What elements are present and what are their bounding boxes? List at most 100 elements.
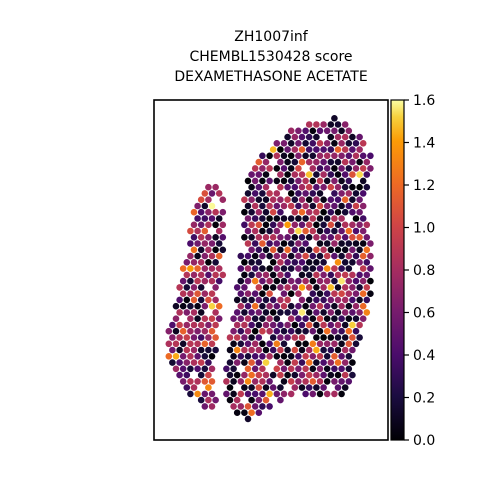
spot-marker [208, 202, 216, 210]
spot-marker [201, 215, 209, 222]
spot-marker [323, 365, 331, 373]
spot-marker [331, 277, 338, 285]
spot-marker [241, 284, 248, 291]
spot-marker [259, 252, 266, 260]
spot-marker [197, 296, 205, 304]
spot-marker [298, 371, 306, 379]
spot-marker [205, 208, 212, 216]
spot-marker [172, 315, 180, 323]
spot-marker [194, 202, 201, 210]
spot-marker [316, 215, 324, 222]
spot-marker [273, 190, 281, 197]
spot-marker [356, 334, 363, 341]
spot-marker [190, 234, 198, 241]
spot-marker [338, 340, 345, 348]
spot-marker [241, 296, 248, 304]
spot-marker [320, 334, 327, 341]
spot-marker [176, 346, 183, 354]
spot-marker [338, 365, 345, 373]
spot-marker [241, 321, 248, 329]
spot-marker [341, 359, 349, 366]
spot-marker [248, 234, 255, 241]
spot-marker [352, 327, 360, 335]
spot-marker [291, 146, 299, 153]
spot-marker [352, 302, 360, 310]
spot-marker [244, 202, 252, 210]
spot-marker [345, 252, 353, 260]
spot-marker [331, 115, 338, 122]
spot-marker [341, 171, 349, 178]
spot-marker [334, 259, 342, 266]
spot-marker [259, 227, 266, 235]
spot-marker [295, 365, 302, 373]
spot-marker [323, 327, 331, 335]
spot-marker [291, 384, 299, 391]
spot-marker [248, 296, 255, 304]
spot-marker [194, 390, 201, 398]
spot-marker [266, 190, 273, 197]
spot-marker [269, 221, 277, 229]
spot-marker [367, 252, 374, 260]
spot-marker [226, 334, 234, 341]
spot-marker [287, 177, 295, 185]
spot-marker [190, 208, 198, 216]
spot-marker [190, 384, 198, 391]
spot-marker [233, 284, 241, 291]
spot-marker [327, 246, 335, 254]
spot-marker [194, 378, 201, 385]
spot-marker [251, 315, 259, 323]
spot-marker [345, 152, 353, 160]
colorbar-tick-label: 0.4 [413, 348, 435, 364]
spot-marker [165, 327, 173, 335]
spot-marker [305, 259, 313, 266]
spot-marker [176, 334, 183, 341]
spot-marker [298, 208, 306, 216]
spot-marker [298, 183, 306, 191]
spot-marker [244, 265, 252, 272]
spot-marker [255, 321, 263, 329]
spot-marker [363, 284, 371, 291]
spot-marker [248, 183, 255, 191]
spot-marker [345, 177, 353, 185]
spot-marker [367, 265, 374, 272]
spot-marker [295, 252, 302, 260]
spot-marker [205, 334, 212, 341]
spot-marker [302, 315, 309, 323]
spot-marker [356, 158, 363, 166]
spot-marker [313, 158, 320, 166]
spot-marker [320, 271, 327, 279]
spot-marker [331, 127, 338, 135]
spot-marker [172, 340, 180, 348]
spot-marker [266, 378, 273, 385]
spot-marker [323, 290, 331, 298]
spot-marker [280, 252, 288, 260]
spot-marker [341, 259, 349, 266]
spot-marker [287, 327, 295, 335]
spot-marker [305, 359, 313, 366]
spot-marker [269, 309, 277, 316]
spot-marker [179, 353, 187, 360]
spot-marker [323, 165, 331, 172]
spot-marker [305, 296, 313, 304]
spot-marker [262, 208, 270, 216]
spot-marker [280, 240, 288, 247]
spot-marker [327, 359, 335, 366]
spot-marker [273, 353, 281, 360]
spot-marker [363, 309, 371, 316]
spot-marker [208, 315, 216, 323]
spot-marker [241, 346, 248, 354]
spot-marker [248, 196, 255, 203]
spot-marker [269, 196, 277, 203]
spot-marker [341, 371, 349, 379]
spot-marker [291, 371, 299, 379]
spot-marker [277, 371, 284, 379]
spot-marker [298, 359, 306, 366]
spot-marker [349, 158, 356, 166]
spot-marker [197, 334, 205, 341]
spot-marker [305, 309, 313, 316]
spot-marker [334, 171, 342, 178]
spot-marker [341, 384, 349, 391]
spot-marker [248, 271, 255, 279]
spot-marker [190, 221, 198, 229]
colorbar-ticks: 0.0 0.2 0.4 0.6 0.8 1.0 1.2 1.4 1.6 [404, 93, 435, 449]
